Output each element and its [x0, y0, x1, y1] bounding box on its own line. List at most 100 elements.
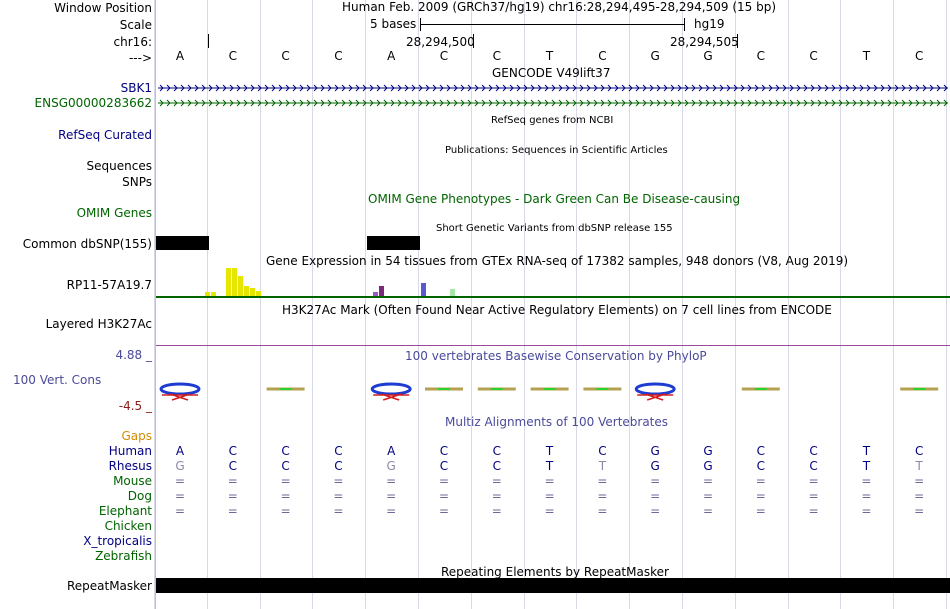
chevron-right-icon: [579, 99, 584, 107]
strand-label[interactable]: --->: [128, 51, 152, 65]
gtex-tissue-bar[interactable]: [232, 268, 237, 296]
base-column-separator: [576, 0, 578, 609]
chevron-right-icon: [656, 84, 661, 92]
chevron-right-icon: [376, 84, 381, 92]
ensg-gene-label[interactable]: ENSG00000283662: [34, 96, 152, 110]
chevron-right-icon: [719, 84, 724, 92]
base-letter: T: [545, 49, 554, 63]
chevron-right-icon: [425, 84, 430, 92]
base-letter: A: [387, 49, 396, 63]
base-column-separator: [840, 0, 842, 609]
aligned-base: =: [491, 474, 502, 488]
species-label[interactable]: Zebrafish: [95, 549, 152, 563]
chevron-right-icon: [887, 84, 892, 92]
aligned-base: G: [175, 459, 185, 473]
dbsnp-track-label[interactable]: Common dbSNP(155): [22, 237, 152, 251]
scale-label: Scale: [119, 18, 152, 32]
aligned-base: C: [492, 459, 501, 473]
phylop-score-mark: [162, 393, 198, 401]
chevron-right-icon: [383, 84, 388, 92]
gtex-tissue-bar[interactable]: [205, 292, 210, 296]
chevron-right-icon: [803, 84, 808, 92]
chevron-right-icon: [355, 84, 360, 92]
aligned-base: =: [174, 489, 186, 503]
gtex-tissue-bar[interactable]: [256, 291, 261, 296]
aligned-base: =: [597, 474, 608, 488]
species-label[interactable]: Mouse: [113, 474, 152, 488]
aligned-base: G: [650, 444, 660, 458]
phylop-score-mark: [637, 393, 674, 401]
refseq-track-label[interactable]: RefSeq Curated: [58, 128, 152, 142]
chevron-right-icon: [628, 84, 633, 92]
chevron-right-icon: [432, 84, 437, 92]
phylop-logo-track[interactable]: [156, 380, 950, 402]
chevron-right-icon: [670, 84, 675, 92]
chevron-right-icon: [880, 84, 885, 92]
h3k27ac-track-label[interactable]: Layered H3K27Ac: [45, 317, 152, 331]
gtex-tissue-bar[interactable]: [450, 289, 455, 296]
chevron-right-icon: [614, 99, 619, 107]
gtex-tissue-bar[interactable]: [226, 268, 231, 296]
aligned-base: C: [492, 444, 501, 458]
chevron-right-icon: [761, 99, 766, 107]
sbk1-gene-feature[interactable]: [158, 83, 948, 93]
sbk1-gene-label[interactable]: SBK1: [120, 81, 152, 95]
chevron-right-icon: [754, 99, 759, 107]
aligned-base: G: [703, 444, 713, 458]
gtex-tissue-bar[interactable]: [421, 283, 426, 296]
chevron-right-icon: [593, 99, 598, 107]
chevron-right-icon: [313, 99, 318, 107]
aligned-base: C: [334, 444, 343, 458]
species-label[interactable]: Elephant: [98, 504, 152, 518]
ensg-gene-feature[interactable]: [158, 98, 948, 108]
chevron-right-icon: [474, 84, 479, 92]
chevron-right-icon: [390, 99, 395, 107]
aligned-base: C: [228, 444, 237, 458]
gtex-tissue-bar[interactable]: [244, 286, 249, 296]
species-label[interactable]: X_tropicalis: [83, 534, 152, 548]
chevron-right-icon: [733, 84, 738, 92]
sequences-track-label[interactable]: Sequences: [86, 159, 152, 173]
chevron-right-icon: [579, 84, 584, 92]
chevron-right-icon: [670, 99, 675, 107]
aligned-base: C: [281, 444, 290, 458]
chevron-right-icon: [285, 84, 290, 92]
dbsnp-variant[interactable]: [367, 236, 420, 250]
chevron-right-icon: [775, 84, 780, 92]
gtex-tissue-bar[interactable]: [250, 288, 255, 296]
dbsnp-variant[interactable]: [156, 236, 209, 250]
repeatmasker-element[interactable]: [156, 578, 950, 593]
chevron-right-icon: [257, 84, 262, 92]
chevron-right-icon: [929, 84, 934, 92]
gtex-tissue-bar[interactable]: [211, 292, 216, 296]
chevron-right-icon: [306, 84, 311, 92]
species-label[interactable]: Rhesus: [108, 459, 152, 473]
gtex-gene-label[interactable]: RP11-57A19.7: [66, 278, 152, 292]
species-label[interactable]: Dog: [127, 489, 152, 503]
species-label[interactable]: Chicken: [104, 519, 152, 533]
chevron-right-icon: [600, 84, 605, 92]
gtex-tissue-bar[interactable]: [373, 292, 378, 296]
gtex-tissue-bar[interactable]: [238, 276, 243, 296]
gtex-tissue-bar[interactable]: [379, 286, 384, 296]
dbsnp-track-title: Short Genetic Variants from dbSNP releas…: [436, 223, 673, 234]
repeatmasker-track-label[interactable]: RepeatMasker: [66, 579, 152, 593]
chevron-right-icon: [663, 99, 668, 107]
chevron-right-icon: [908, 99, 913, 107]
phylop-track-label[interactable]: 100 Vert. Cons: [13, 373, 102, 387]
aligned-base: T: [598, 459, 607, 473]
aligned-base: =: [280, 504, 291, 518]
species-label[interactable]: Human: [108, 444, 152, 458]
chevron-right-icon: [894, 99, 899, 107]
aligned-base: =: [438, 504, 450, 518]
aligned-base: =: [861, 504, 872, 518]
chevron-right-icon: [264, 84, 269, 92]
base-letter: C: [598, 49, 607, 63]
phylop-score-mark: [634, 382, 676, 396]
h3k27ac-baseline: [156, 345, 950, 346]
chevron-right-icon: [943, 84, 948, 92]
aligned-base: =: [386, 474, 397, 488]
position-text[interactable]: Human Feb. 2009 (GRCh37/hg19) chr16:28,2…: [342, 0, 777, 14]
chevron-right-icon: [278, 84, 283, 92]
omim-track-label[interactable]: OMIM Genes: [76, 206, 152, 220]
